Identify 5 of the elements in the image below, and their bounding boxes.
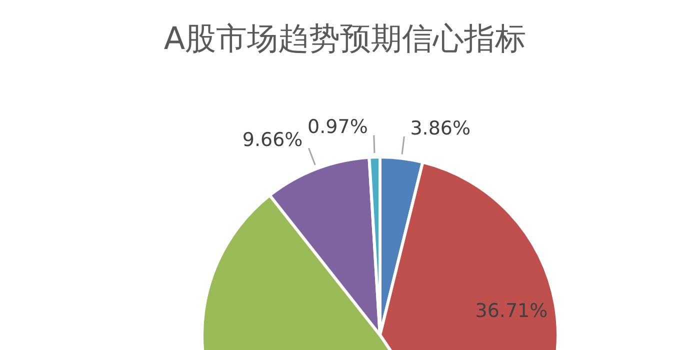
chart-title: A股市场趋势预期信心指标 [164, 21, 526, 57]
data-label: 9.66% [242, 129, 303, 152]
data-label: 36.71% [475, 300, 548, 322]
data-label: 0.97% [308, 116, 368, 138]
data-label: 3.86% [410, 117, 471, 140]
